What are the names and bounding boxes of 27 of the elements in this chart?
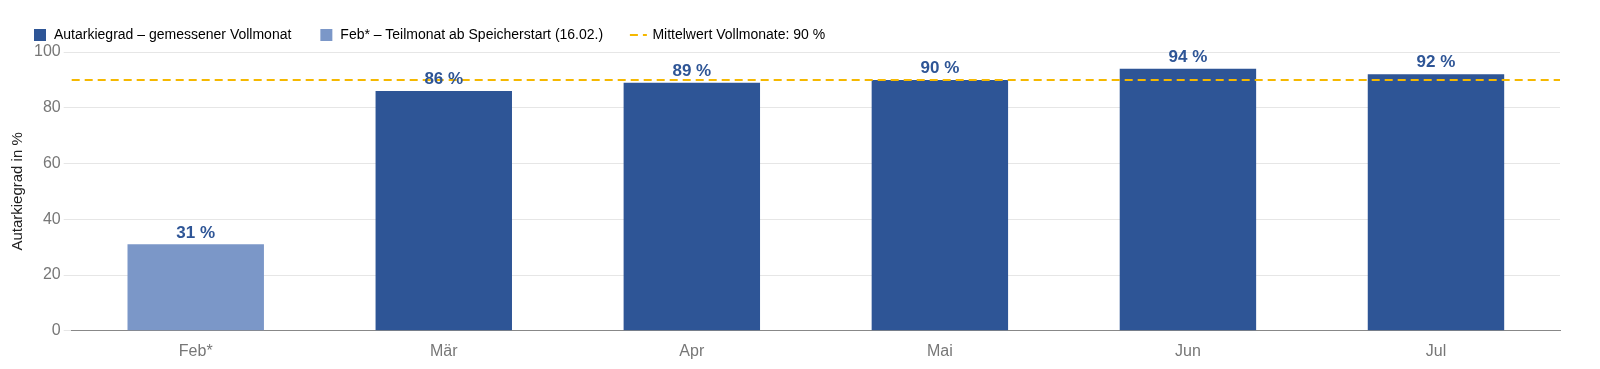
data-label: 89 %: [672, 60, 712, 80]
bar: [871, 79, 1009, 331]
y-tick-label: 80: [42, 98, 61, 116]
bar: [623, 82, 761, 331]
data-label: 31 %: [176, 222, 216, 242]
y-tick-label: 60: [42, 153, 61, 171]
bar: [375, 91, 512, 331]
y-tick-label: 40: [42, 209, 61, 227]
data-label: 92 %: [1416, 52, 1456, 72]
x-tick-label: Mär: [429, 341, 459, 359]
x-tick-label: Jul: [1425, 341, 1447, 359]
data-label: 94 %: [1168, 46, 1208, 66]
bar: [127, 244, 264, 331]
x-tick-label: Apr: [679, 341, 705, 359]
legend-label: Feb* – Teilmonat ab Speicherstart (16.02.): [340, 25, 604, 42]
x-tick-label: Jun: [1175, 341, 1201, 359]
y-tick-label: 0: [51, 321, 61, 339]
y-axis-title: Autarkiegrad in %: [8, 132, 26, 251]
data-label: 90 %: [920, 58, 960, 78]
bar: [1119, 68, 1257, 331]
legend-label: Autarkiegrad – gemessener Vollmonat: [54, 25, 292, 42]
legend-label: Mittelwert Vollmonate: 90 %: [652, 25, 826, 42]
x-tick-label: Mai: [926, 341, 953, 359]
y-tick-label: 20: [42, 265, 61, 283]
y-tick-label: 100: [33, 42, 61, 60]
x-tick-label: Feb*: [178, 341, 213, 359]
bar: [1367, 74, 1505, 331]
